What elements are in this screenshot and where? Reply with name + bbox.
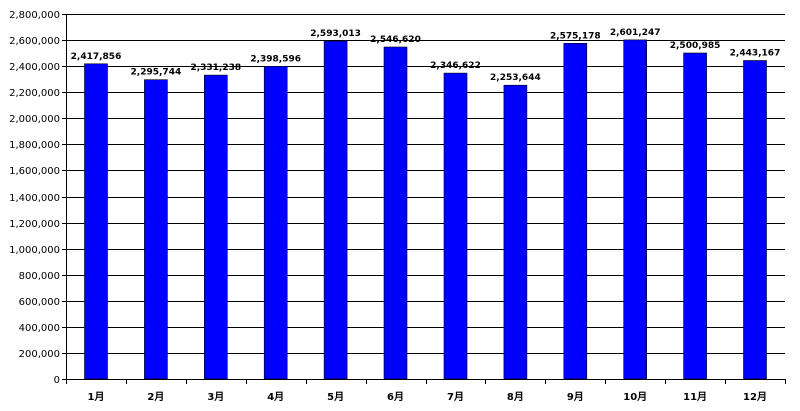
y-tick-label: 2,600,000 — [9, 36, 60, 47]
x-tick-label: 11月 — [683, 391, 707, 403]
bar — [503, 84, 528, 380]
y-axis-ticks: 0 200,000 400,000 600,000 800,000 1,000,000 1,… — [9, 10, 66, 386]
data-label: 2,398,596 — [250, 54, 301, 64]
data-label: 2,346,622 — [430, 61, 481, 71]
bar — [263, 66, 288, 380]
x-tick-label: 12月 — [743, 391, 767, 403]
y-tick-label: 1,600,000 — [9, 166, 60, 177]
bar — [743, 60, 767, 380]
y-tick-label: 600,000 — [19, 297, 60, 308]
data-label: 2,601,247 — [610, 28, 661, 38]
x-tick-label: 7月 — [447, 391, 464, 403]
bar — [683, 52, 707, 380]
bar — [323, 40, 348, 380]
y-tick-label: 1,400,000 — [9, 193, 60, 204]
y-tick-label: 2,400,000 — [9, 62, 60, 73]
bar — [383, 46, 408, 380]
y-tick-label: 2,200,000 — [9, 88, 60, 99]
x-tick-label: 9月 — [567, 391, 584, 403]
y-tick-label: 0 — [54, 375, 60, 386]
x-tick-label: 6月 — [387, 391, 404, 403]
x-tick-label: 5月 — [327, 391, 344, 403]
y-tick-label: 200,000 — [19, 349, 60, 360]
x-tick-label: 3月 — [207, 391, 224, 403]
gridlines — [66, 14, 785, 354]
y-tick-label: 800,000 — [19, 271, 60, 282]
x-tick-label: 4月 — [267, 391, 284, 403]
bar — [84, 63, 108, 380]
x-tick-label: 10月 — [623, 391, 647, 403]
bar — [623, 39, 648, 380]
data-label: 2,331,238 — [190, 63, 241, 73]
bar — [563, 42, 588, 380]
y-tick-label: 1,200,000 — [9, 219, 60, 230]
data-label: 2,443,167 — [730, 49, 781, 59]
bar — [204, 74, 228, 380]
data-label: 2,575,178 — [550, 31, 601, 41]
bars — [84, 39, 767, 380]
data-labels: 2,417,856 2,295,744 2,331,238 2,398,596 2,59… — [71, 28, 781, 83]
data-label: 2,546,620 — [370, 35, 421, 45]
y-tick-label: 400,000 — [19, 323, 60, 334]
y-tick-label: 1,000,000 — [9, 245, 60, 256]
x-tick-label: 1月 — [88, 391, 105, 403]
data-label: 2,593,013 — [310, 29, 361, 39]
y-tick-label: 2,000,000 — [9, 114, 60, 125]
data-label: 2,253,644 — [490, 73, 541, 83]
bar — [443, 72, 468, 380]
data-label: 2,500,985 — [670, 41, 721, 51]
y-tick-label: 1,800,000 — [9, 140, 60, 151]
data-label: 2,417,856 — [71, 52, 122, 62]
x-tick-label: 2月 — [147, 391, 164, 403]
x-tick-label: 8月 — [507, 391, 524, 403]
x-axis-ticks: 1月 2月 3月 4月 5月 6月 7月 8月 9月 10月 11月 12月 — [66, 379, 786, 403]
data-label: 2,295,744 — [131, 68, 182, 78]
y-tick-label: 2,800,000 — [9, 10, 60, 21]
bar — [144, 79, 168, 380]
